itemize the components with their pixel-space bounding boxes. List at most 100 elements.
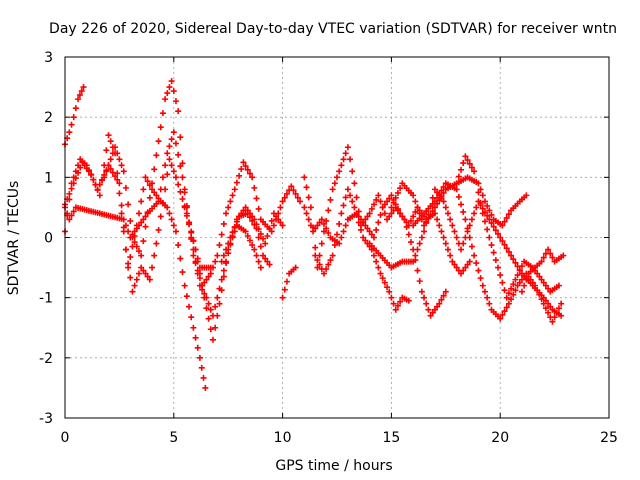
data-point: [540, 279, 547, 286]
data-point: [205, 300, 212, 307]
data-point: [423, 218, 430, 225]
data-point: [532, 282, 539, 289]
data-point: [257, 243, 264, 250]
data-point: [521, 282, 528, 289]
data-point: [342, 222, 349, 229]
data-point: [201, 279, 208, 286]
y-tick-label: 0: [44, 231, 53, 247]
data-point: [72, 175, 79, 182]
data-point: [268, 217, 275, 224]
data-point: [81, 162, 88, 169]
data-point: [510, 281, 517, 288]
data-point: [370, 234, 377, 241]
data-point: [484, 202, 491, 209]
data-point: [340, 156, 347, 163]
data-point: [249, 217, 256, 224]
data-point: [266, 261, 273, 268]
data-point: [547, 303, 554, 310]
data-point: [196, 354, 203, 361]
data-point: [464, 225, 471, 232]
data-point: [405, 231, 412, 238]
data-point: [290, 187, 297, 194]
tick-labels: 0 5 10 15 20 25 -3 -2 -1 0 1 2 3: [39, 50, 618, 446]
data-point: [162, 96, 169, 103]
data-point: [462, 216, 469, 223]
data-point: [146, 194, 153, 201]
data-point: [375, 219, 382, 226]
data-point: [468, 243, 475, 250]
data-point: [542, 305, 549, 312]
data-point: [162, 162, 169, 169]
data-point: [125, 201, 132, 208]
data-point: [231, 186, 238, 193]
data-point: [68, 185, 75, 192]
data-point: [103, 147, 110, 154]
data-point: [273, 213, 280, 220]
data-point: [407, 217, 414, 224]
data-point: [194, 258, 201, 265]
data-point: [427, 211, 434, 218]
data-point: [312, 252, 319, 259]
data-point: [264, 232, 271, 239]
data-point: [92, 181, 99, 188]
data-point: [177, 134, 184, 141]
data-point: [431, 306, 438, 313]
data-point: [336, 168, 343, 175]
series-arc-o: [453, 174, 530, 229]
data-point: [512, 276, 519, 283]
data-point: [116, 190, 123, 197]
data-point: [510, 291, 517, 298]
data-point: [436, 222, 443, 229]
data-point: [129, 231, 136, 238]
data-point: [362, 237, 369, 244]
data-point: [318, 240, 325, 247]
data-point: [164, 204, 171, 211]
data-point: [377, 198, 384, 205]
data-point: [257, 264, 264, 271]
data-point: [205, 273, 212, 280]
data-point: [281, 194, 288, 201]
data-point: [135, 270, 142, 277]
data-point: [466, 234, 473, 241]
data-point: [508, 252, 515, 259]
data-point: [135, 248, 142, 255]
data-point: [279, 222, 286, 229]
data-point: [212, 258, 219, 265]
data-point: [458, 270, 465, 277]
data-point: [262, 240, 269, 247]
data-point: [196, 270, 203, 277]
data-point: [223, 260, 230, 267]
data-point: [244, 166, 251, 173]
data-point: [468, 216, 475, 223]
data-point: [538, 276, 545, 283]
data-point: [209, 264, 216, 271]
data-point: [381, 201, 388, 208]
data-point: [133, 225, 140, 232]
data-point: [135, 210, 142, 217]
data-point: [458, 166, 465, 173]
data-point: [449, 258, 456, 265]
data-point: [377, 211, 384, 218]
data-point: [479, 282, 486, 289]
data-point: [183, 293, 190, 300]
x-tick-label: 0: [61, 430, 70, 446]
data-point: [538, 258, 545, 265]
data-point: [368, 231, 375, 238]
data-point: [283, 278, 290, 285]
series-arc-a: [62, 84, 87, 148]
data-point: [251, 184, 258, 191]
data-point: [207, 306, 214, 313]
data-point: [555, 282, 562, 289]
data-point: [142, 223, 149, 230]
data-point: [375, 264, 382, 271]
data-point: [129, 288, 136, 295]
data-point: [151, 189, 158, 196]
data-point: [157, 186, 164, 193]
series-arc-g: [218, 210, 273, 268]
data-point: [429, 208, 436, 215]
data-point: [262, 255, 269, 262]
data-point: [168, 78, 175, 85]
data-point: [120, 216, 127, 223]
data-point: [109, 169, 116, 176]
data-point: [168, 136, 175, 143]
